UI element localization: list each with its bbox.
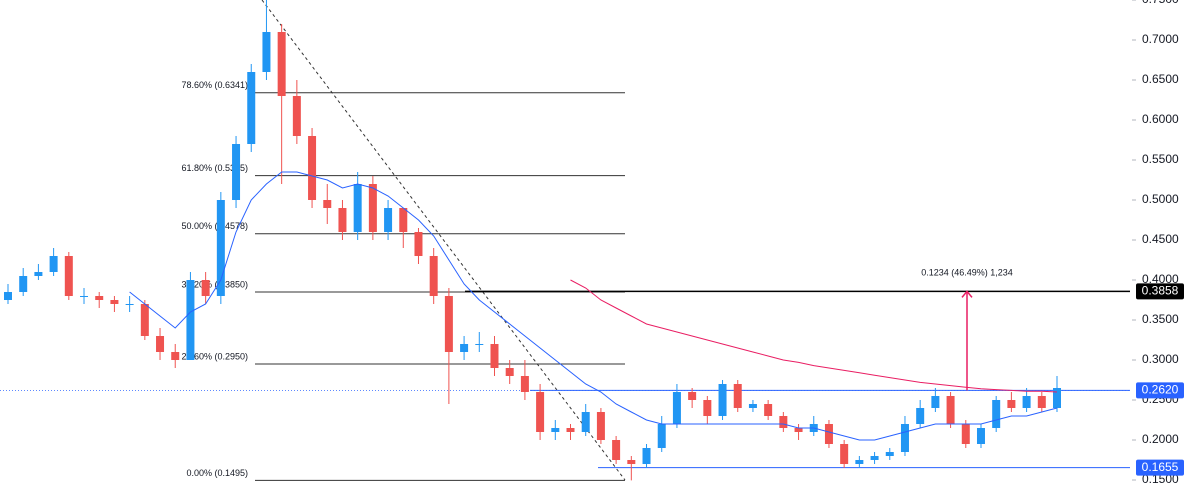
y-tick-label: 0.1500: [1142, 472, 1179, 486]
candle-body: [764, 404, 773, 416]
fib-label: 0.00% (0.1495): [186, 468, 248, 478]
y-tick-label: 0.6500: [1142, 72, 1179, 86]
candle-body: [232, 144, 241, 200]
candle-body: [475, 344, 484, 345]
candle-body: [353, 184, 362, 232]
candle-body: [612, 440, 621, 460]
candle-body: [80, 296, 89, 297]
candle-body: [1022, 396, 1031, 408]
candle-body: [961, 424, 970, 444]
candle-body: [156, 336, 165, 352]
candle-body: [34, 272, 43, 276]
y-tick-label: 0.7500: [1142, 0, 1179, 6]
candle-body: [125, 304, 134, 305]
y-tick-label: 0.5500: [1142, 152, 1179, 166]
moving-average: [129, 171, 1058, 441]
fib-label: 38.20% (0.3850): [181, 279, 248, 289]
y-tick-label: 0.2000: [1142, 432, 1179, 446]
candle-body: [1053, 388, 1061, 408]
candle-body: [688, 392, 697, 400]
candle-body: [277, 32, 286, 96]
candle-body: [779, 416, 788, 428]
y-tick-label: 0.3500: [1142, 312, 1179, 326]
candle-body: [460, 344, 469, 352]
candle-body: [1037, 396, 1046, 408]
y-tick-label: 0.7000: [1142, 32, 1179, 46]
candle-body: [308, 136, 317, 200]
candle-body: [201, 280, 210, 296]
candle-body: [916, 408, 925, 424]
candle-body: [95, 296, 104, 300]
candle-body: [581, 412, 590, 432]
candle-body: [718, 384, 727, 416]
arrow-head: [961, 290, 973, 298]
candle-body: [505, 368, 514, 376]
candle-body: [794, 428, 803, 432]
candle-body: [840, 444, 849, 464]
price-badge-label: 0.1655: [1142, 460, 1179, 474]
candle-body: [551, 428, 560, 432]
candle-body: [976, 428, 985, 444]
price-badge-label: 0.2620: [1142, 383, 1179, 397]
candle-body: [855, 460, 864, 464]
candle-body: [292, 96, 301, 136]
candle-body: [536, 392, 545, 432]
candle-body: [414, 232, 423, 256]
candle-body: [323, 200, 332, 208]
y-tick-label: 0.6000: [1142, 112, 1179, 126]
y-tick-label: 0.5000: [1142, 192, 1179, 206]
candle-body: [262, 32, 271, 72]
candle-body: [110, 300, 119, 304]
candle-body: [444, 296, 453, 352]
candle-body: [429, 256, 438, 296]
candle-body: [368, 184, 377, 232]
candle-body: [946, 396, 955, 424]
candle-body: [748, 404, 757, 408]
candle-body: [627, 460, 636, 464]
candle-body: [49, 256, 58, 272]
candle-body: [247, 72, 256, 144]
candle-body: [490, 344, 499, 368]
price-badge: [1136, 382, 1184, 399]
candle-body: [19, 276, 28, 292]
fib-label: 50.00% (0.4578): [181, 221, 248, 231]
price-badge: [1136, 459, 1184, 476]
fib-label: 23.60% (0.2950): [181, 351, 248, 361]
candle-body: [4, 292, 12, 300]
candle-body: [338, 208, 347, 232]
candle-body: [596, 412, 605, 440]
price-badge-label: 0.3858: [1142, 284, 1179, 298]
candle-body: [672, 392, 681, 424]
candle-body: [186, 280, 195, 360]
candle-body: [870, 456, 879, 460]
candle-body: [642, 448, 651, 464]
candle-body: [384, 208, 393, 232]
candle-body: [64, 256, 73, 296]
candle-body: [171, 352, 180, 360]
candle-body: [140, 304, 149, 336]
trend-line: [261, 0, 626, 481]
y-tick-label: 0.4000: [1142, 272, 1179, 286]
moving-average: [570, 279, 1058, 393]
candle-body: [703, 400, 712, 416]
candle-body: [900, 424, 909, 452]
candle-body: [992, 400, 1001, 428]
candle-body: [566, 428, 575, 432]
candle-body: [885, 452, 894, 456]
y-tick-label: 0.4500: [1142, 232, 1179, 246]
candle-body: [216, 200, 225, 296]
candle-body: [733, 384, 742, 408]
candle-body: [824, 424, 833, 444]
price-badge: [1136, 283, 1184, 300]
candle-body: [657, 424, 666, 448]
candle-body: [931, 396, 940, 408]
y-tick-label: 0.3000: [1142, 352, 1179, 366]
measure-label: 0.1234 (46.49%) 1,234: [921, 268, 1013, 278]
fib-label: 61.80% (0.5305): [181, 163, 248, 173]
fib-label: 78.60% (0.6341): [181, 80, 248, 90]
candle-body: [399, 208, 408, 232]
candle-body: [520, 376, 529, 392]
candle-body: [1007, 400, 1016, 408]
